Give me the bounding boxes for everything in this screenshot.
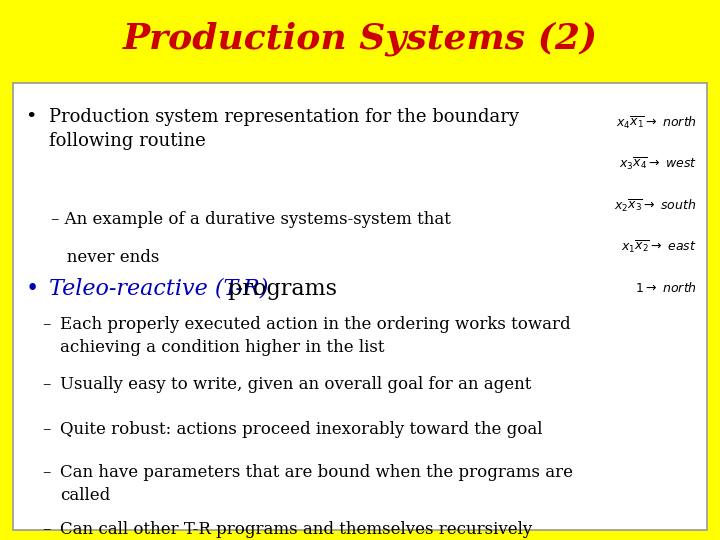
Text: Teleo-reactive (T-R): Teleo-reactive (T-R) <box>49 278 269 300</box>
Text: never ends: never ends <box>51 248 160 266</box>
Text: Usually easy to write, given an overall goal for an agent: Usually easy to write, given an overall … <box>60 376 531 393</box>
Text: Each properly executed action in the ordering works toward
achieving a condition: Each properly executed action in the ord… <box>60 316 571 355</box>
Text: Production Systems (2): Production Systems (2) <box>122 22 598 57</box>
Text: $x_4\overline{x_1} \rightarrow\ north$: $x_4\overline{x_1} \rightarrow\ north$ <box>616 114 697 131</box>
Text: –: – <box>42 521 50 538</box>
Text: Quite robust: actions proceed inexorably toward the goal: Quite robust: actions proceed inexorably… <box>60 421 543 438</box>
Text: –: – <box>42 464 50 481</box>
Text: –: – <box>42 421 50 438</box>
Text: $x_3\overline{x_4} \rightarrow\ west$: $x_3\overline{x_4} \rightarrow\ west$ <box>618 156 697 172</box>
Text: – An example of a durative systems-system that: – An example of a durative systems-syste… <box>51 211 451 227</box>
Text: Production system representation for the boundary
following routine: Production system representation for the… <box>49 108 519 150</box>
Text: –: – <box>42 376 50 393</box>
FancyBboxPatch shape <box>13 83 707 530</box>
Text: $x_2\overline{x_3} \rightarrow\ south$: $x_2\overline{x_3} \rightarrow\ south$ <box>614 198 697 214</box>
Text: $x_1\overline{x_2} \rightarrow\ east$: $x_1\overline{x_2} \rightarrow\ east$ <box>621 239 697 255</box>
Text: •: • <box>25 278 39 300</box>
Text: Can call other T-R programs and themselves recursively: Can call other T-R programs and themselv… <box>60 521 532 538</box>
Text: –: – <box>42 316 50 333</box>
Text: •: • <box>25 108 37 126</box>
Text: Can have parameters that are bound when the programs are
called: Can have parameters that are bound when … <box>60 464 573 504</box>
Text: $1 \rightarrow\ north$: $1 \rightarrow\ north$ <box>634 281 697 295</box>
Text: programs: programs <box>221 278 337 300</box>
